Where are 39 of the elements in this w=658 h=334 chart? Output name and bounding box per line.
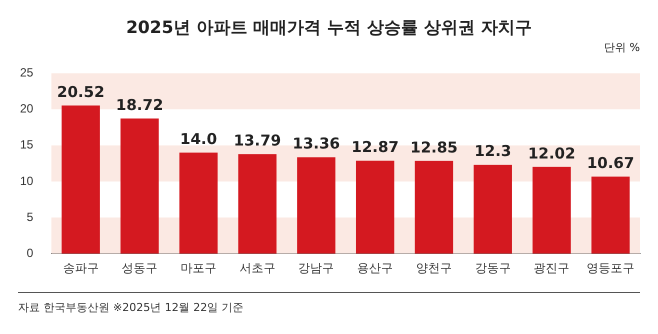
bar [297,157,336,254]
bar [120,118,159,254]
text: 단위 % [604,40,640,55]
data-label: 14.0 [180,130,218,148]
data-label: 18.72 [116,96,164,114]
data-label: 12.02 [528,144,576,162]
x-tick-label: 성동구 [122,261,158,276]
x-tick-label: 마포구 [180,261,217,276]
data-label: 12.85 [410,138,458,156]
text: 자료 한국부동산원 ※2025년 12월 22일 기준 [18,292,640,315]
data-label: 13.79 [234,131,282,150]
x-tick-label: 강동구 [474,261,511,276]
bar [414,160,454,254]
data-label: 10.67 [586,154,634,172]
x-tick-label: 용산구 [357,261,394,276]
bar [179,152,218,254]
data-label: 13.36 [292,134,340,153]
data-label: 12.3 [474,142,512,160]
bar [238,154,277,254]
x-tick-label: 영등포구 [586,261,635,276]
chart-title: 2025년 아파트 매매가격 누적 상승률 상위권 자치구 [125,17,533,39]
y-tick-label: 15 [20,138,34,152]
x-tick-label: 광진구 [534,261,570,276]
y-tick-label: 25 [20,66,34,80]
y-tick-label: 0 [26,246,34,260]
bar [591,176,630,254]
bar [356,160,394,254]
data-label: 20.52 [57,82,105,101]
bar [62,106,100,254]
bar [474,164,512,254]
y-tick-label: 20 [20,102,34,116]
y-tick-label: 10 [20,174,34,188]
x-tick-label: 강남구 [298,261,334,276]
x-tick-label: 양천구 [416,261,452,276]
y-tick-label: 5 [26,210,34,224]
data-label: 12.87 [351,138,399,156]
bar [532,166,571,254]
x-tick-label: 송파구 [62,261,99,276]
x-tick-label: 서초구 [239,261,276,276]
